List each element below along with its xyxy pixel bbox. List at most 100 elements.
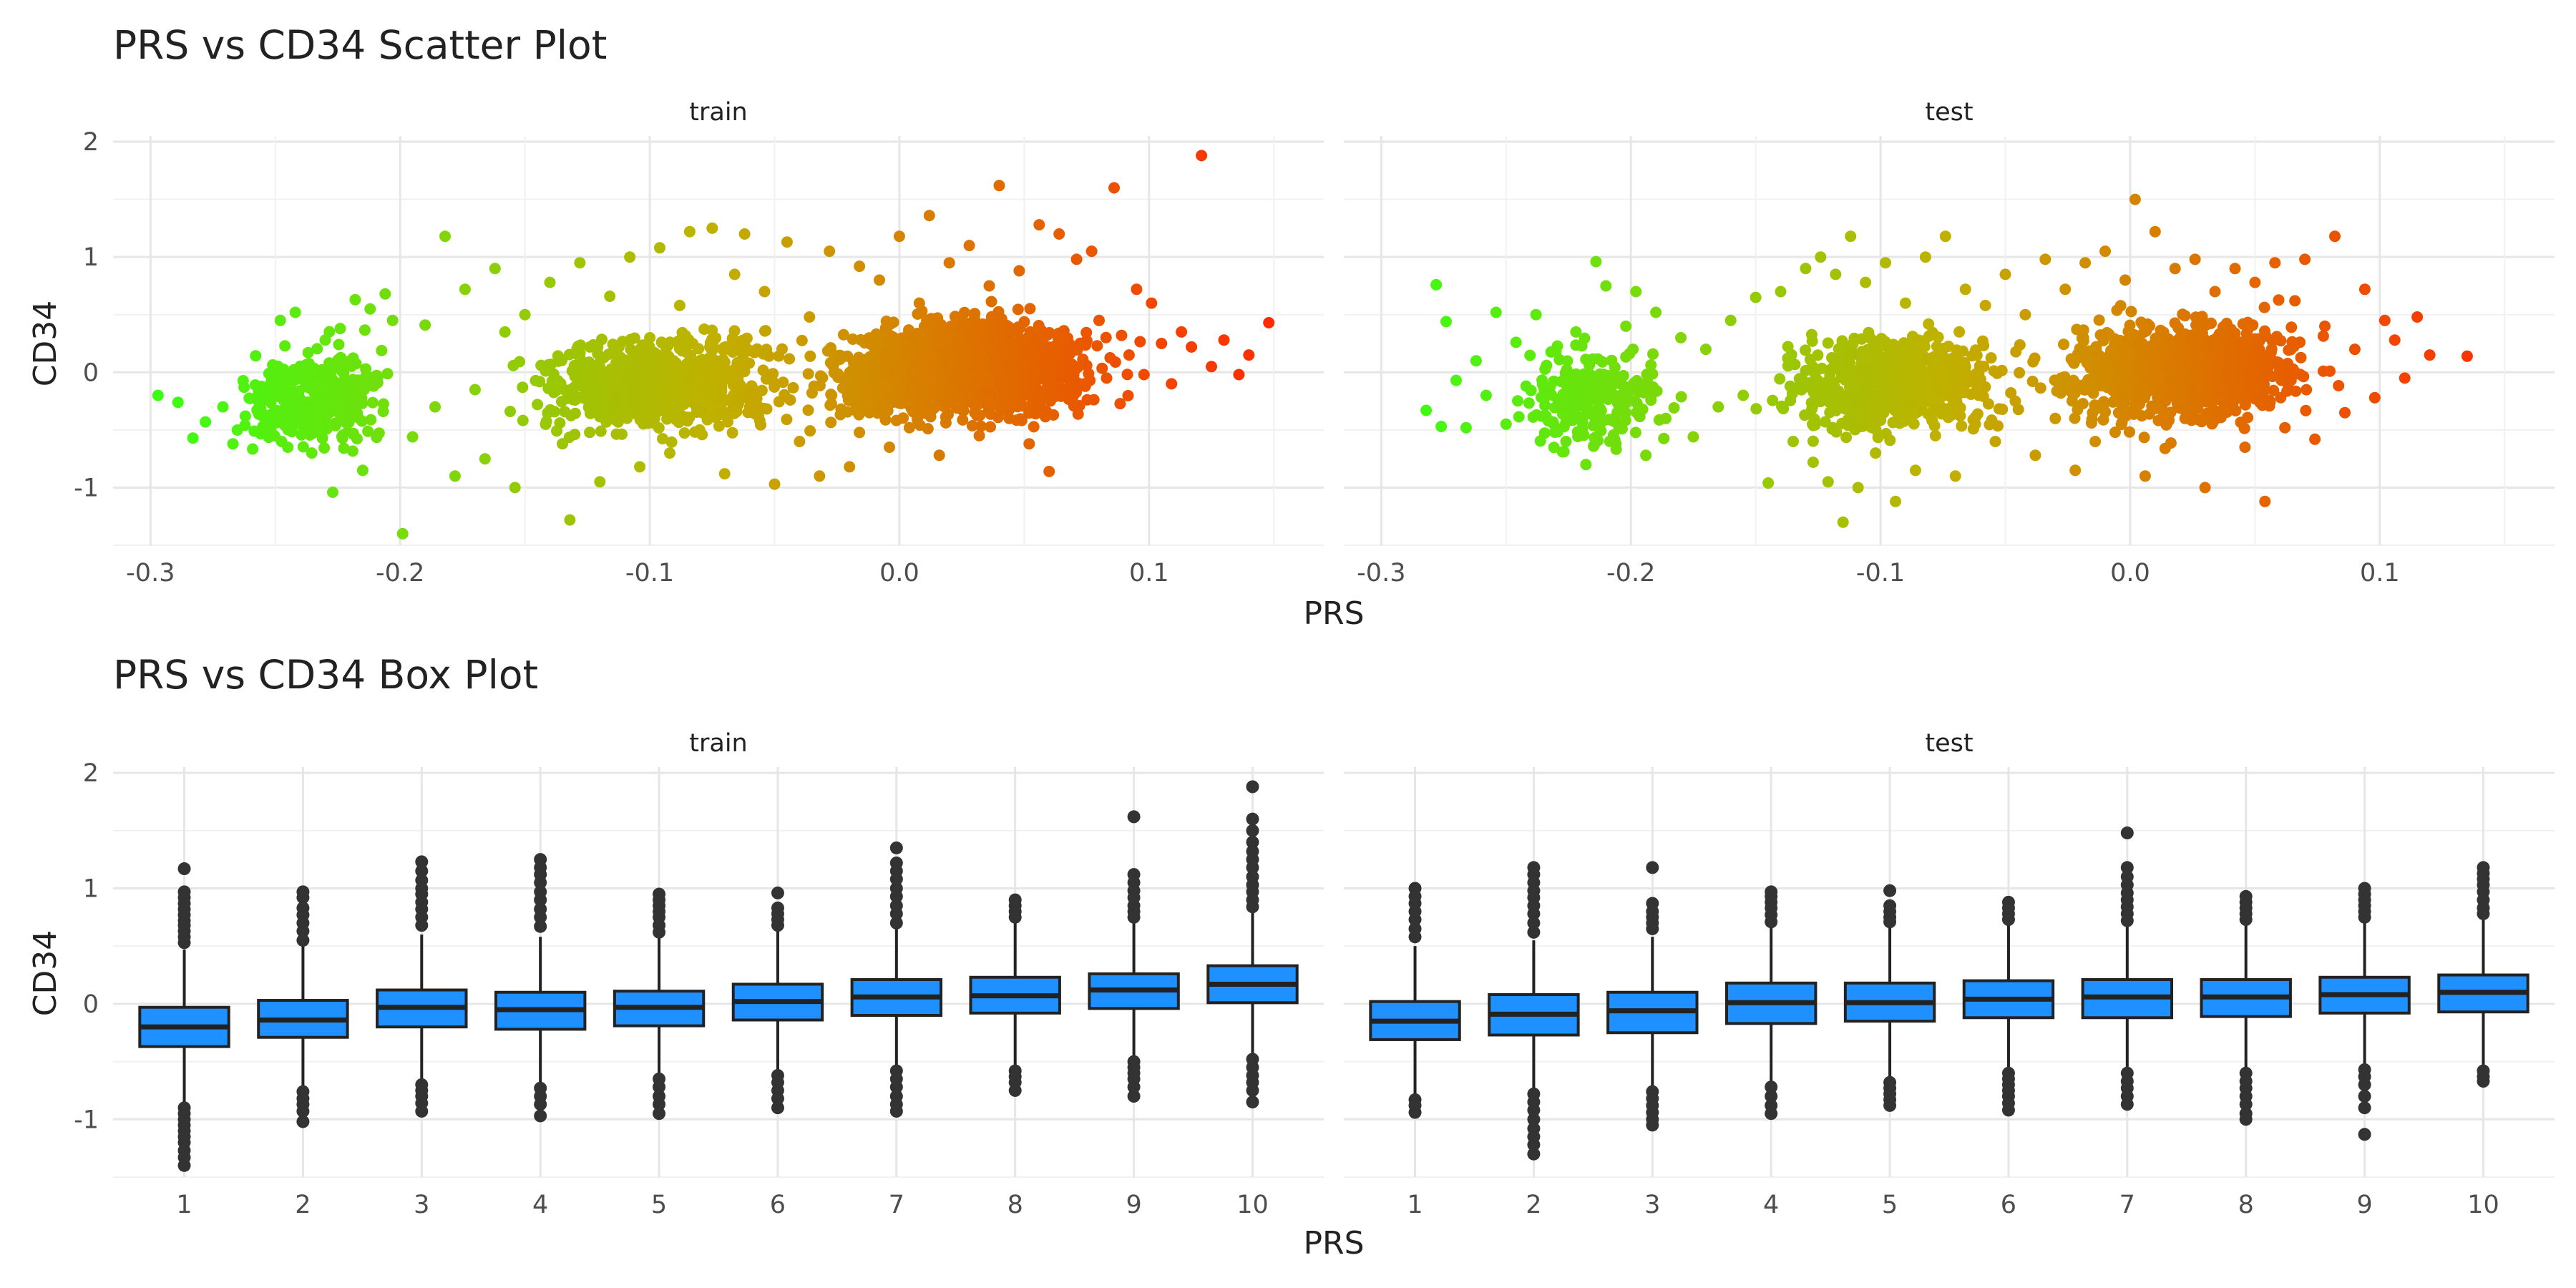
scatter-point xyxy=(1947,373,1959,385)
scatter-point xyxy=(1999,268,2011,280)
scatter-point xyxy=(1028,421,1040,433)
scatter-point xyxy=(2150,332,2162,344)
scatter-point xyxy=(614,412,626,424)
scatter-point xyxy=(1775,286,1787,298)
scatter-point xyxy=(911,331,923,343)
scatter-point xyxy=(993,180,1005,192)
scatter-point xyxy=(1865,421,1878,434)
scatter-point xyxy=(879,364,892,376)
box-outlier xyxy=(1127,810,1141,824)
scatter-point xyxy=(1815,396,1827,408)
scatter-point xyxy=(1852,482,1864,494)
box-outlier xyxy=(1527,916,1541,930)
scatter-point xyxy=(796,334,808,346)
x-tick-label: 0.0 xyxy=(879,559,919,587)
scatter-point xyxy=(2242,316,2254,328)
scatter-point xyxy=(761,373,772,385)
scatter-point xyxy=(944,326,955,338)
scatter-point xyxy=(1767,394,1779,406)
scatter-point xyxy=(1805,328,1818,341)
scatter-point xyxy=(280,386,293,399)
scatter-point xyxy=(1809,382,1821,394)
scatter-point xyxy=(549,406,561,418)
scatter-point xyxy=(1570,326,1582,338)
scatter-point xyxy=(2339,406,2351,419)
scatter-point xyxy=(847,333,859,345)
scatter-point xyxy=(2212,354,2224,366)
scatter-point xyxy=(517,414,529,426)
x-tick-label: 5 xyxy=(1882,1191,1898,1219)
scatter-point xyxy=(897,412,909,424)
scatter-point xyxy=(1631,406,1643,419)
scatter-point xyxy=(869,379,881,391)
scatter-point xyxy=(1855,390,1868,401)
scatter-point xyxy=(1951,396,1963,408)
scatter-point xyxy=(1091,340,1103,352)
scatter-point xyxy=(349,293,361,306)
scatter-point xyxy=(1033,390,1045,402)
scatter-point xyxy=(907,367,919,379)
scatter-point xyxy=(825,397,837,409)
scatter-point xyxy=(2424,349,2436,361)
box-outlier xyxy=(296,1104,310,1118)
scatter-point xyxy=(632,371,644,384)
scatter-point xyxy=(1917,335,1929,347)
scatter-point xyxy=(2379,314,2391,326)
scatter-point xyxy=(1510,336,1522,348)
scatter-point xyxy=(2137,357,2150,369)
scatter-point xyxy=(338,411,350,422)
scatter-point xyxy=(678,427,691,439)
scatter-point xyxy=(267,391,279,404)
scatter-point xyxy=(2259,325,2270,337)
scatter-point xyxy=(1822,337,1834,349)
x-tick-label: 7 xyxy=(2119,1191,2135,1219)
scatter-point xyxy=(1832,357,1844,369)
scatter-point xyxy=(459,283,471,296)
scatter-point xyxy=(718,468,731,480)
scatter-point xyxy=(736,334,748,346)
scatter-point xyxy=(777,376,789,389)
scatter-point xyxy=(854,426,866,439)
scatter-point xyxy=(449,470,461,482)
scatter-point xyxy=(2219,321,2231,333)
scatter-point xyxy=(693,343,705,355)
scatter-point xyxy=(1430,278,1443,291)
scatter-point xyxy=(1513,411,1525,423)
scatter-point xyxy=(974,364,986,376)
scatter-point xyxy=(381,368,394,380)
scatter-point xyxy=(2207,336,2219,347)
scatter-point xyxy=(1996,404,2009,415)
scatter-point xyxy=(1589,431,1601,444)
scatter-point xyxy=(439,230,451,243)
scatter-point xyxy=(2239,341,2251,353)
scatter-point xyxy=(1033,219,1045,231)
scatter-point xyxy=(504,406,516,417)
scatter-point xyxy=(982,396,994,408)
scatter-point xyxy=(187,432,199,444)
box-outlier xyxy=(1527,1113,1541,1126)
scatter-point xyxy=(2077,335,2089,347)
scatter-point xyxy=(1078,378,1091,390)
box-outlier xyxy=(1246,900,1259,914)
scatter-point xyxy=(1926,414,1938,426)
scatter-point xyxy=(569,429,581,441)
scatter-point xyxy=(2072,379,2084,391)
scatter-point xyxy=(249,379,261,391)
scatter-point xyxy=(2173,347,2185,359)
scatter-point xyxy=(985,421,996,433)
scatter-point xyxy=(610,393,623,404)
scatter-point xyxy=(2095,364,2107,376)
scatter-point xyxy=(1546,389,1558,401)
scatter-point xyxy=(633,346,645,358)
scatter-point xyxy=(1619,414,1631,426)
scatter-point xyxy=(1836,335,1848,347)
scatter-point xyxy=(396,527,409,540)
box-outlier xyxy=(1646,861,1659,874)
x-tick-label: 4 xyxy=(532,1191,548,1219)
scatter-point xyxy=(1660,412,1672,424)
scatter-point xyxy=(975,420,987,432)
scatter-point xyxy=(1620,320,1632,332)
scatter-point xyxy=(1776,400,1787,412)
scatter-point xyxy=(1591,404,1604,416)
